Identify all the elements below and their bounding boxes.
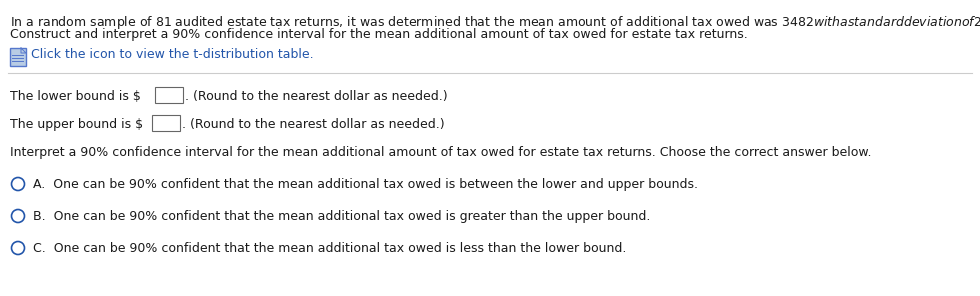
Text: C.  One can be 90% confident that the mean additional tax owed is less than the : C. One can be 90% confident that the mea… <box>32 242 626 255</box>
Text: . (Round to the nearest dollar as needed.): . (Round to the nearest dollar as needed… <box>185 90 448 103</box>
Text: Interpret a 90% confidence interval for the mean additional amount of tax owed f: Interpret a 90% confidence interval for … <box>10 146 871 159</box>
FancyBboxPatch shape <box>155 87 183 103</box>
FancyBboxPatch shape <box>152 115 180 131</box>
Text: The upper bound is $: The upper bound is $ <box>10 118 143 131</box>
Text: B.  One can be 90% confident that the mean additional tax owed is greater than t: B. One can be 90% confident that the mea… <box>32 210 650 223</box>
Text: The lower bound is $: The lower bound is $ <box>10 90 141 103</box>
Text: In a random sample of 81 audited estate tax returns, it was determined that the : In a random sample of 81 audited estate … <box>10 14 980 31</box>
Text: A.  One can be 90% confident that the mean additional tax owed is between the lo: A. One can be 90% confident that the mea… <box>32 178 698 191</box>
Text: Construct and interpret a 90% confidence interval for the mean additional amount: Construct and interpret a 90% confidence… <box>10 28 748 41</box>
Text: . (Round to the nearest dollar as needed.): . (Round to the nearest dollar as needed… <box>182 118 445 131</box>
FancyBboxPatch shape <box>10 48 26 66</box>
Text: Click the icon to view the t-distribution table.: Click the icon to view the t-distributio… <box>31 48 314 61</box>
